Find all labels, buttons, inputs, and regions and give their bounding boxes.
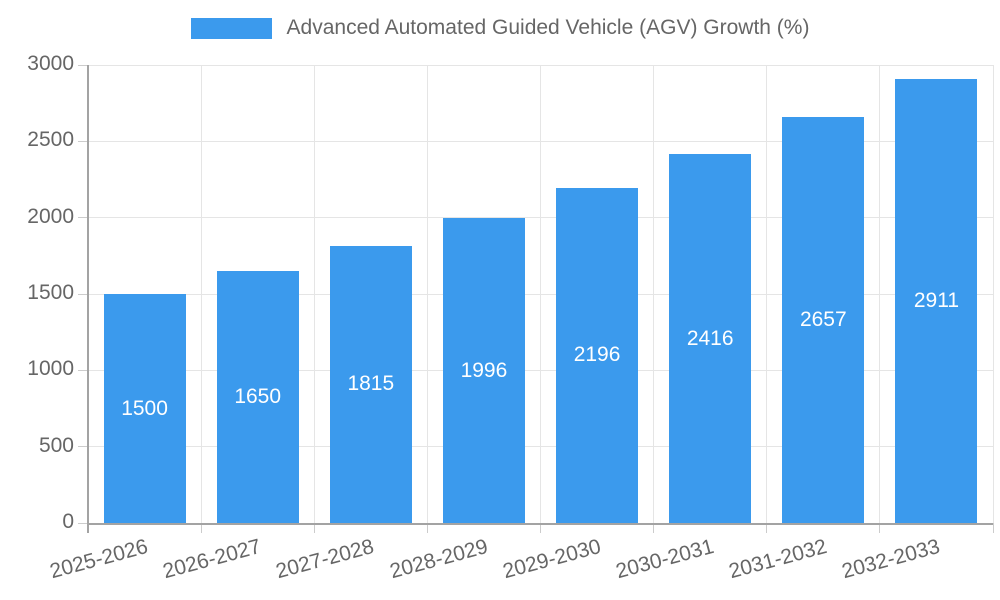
x-tick-label: 2029-2030 <box>500 535 604 584</box>
x-tick-label: 2027-2028 <box>273 535 377 584</box>
x-tick-label: 2031-2032 <box>726 535 830 584</box>
x-tick-label: 2025-2026 <box>47 535 151 584</box>
bar[interactable] <box>669 154 752 523</box>
x-axis-tick <box>540 523 541 533</box>
y-tick-label: 1500 <box>27 281 74 304</box>
y-axis-line <box>87 65 89 533</box>
gridline-vertical <box>992 65 994 523</box>
bar-value-label: 1815 <box>347 372 395 396</box>
chart-legend[interactable]: Advanced Automated Guided Vehicle (AGV) … <box>0 16 1000 40</box>
y-tick-label: 1000 <box>27 357 74 381</box>
gridline-vertical <box>879 65 881 523</box>
x-tick-label: 2032-2033 <box>839 535 943 584</box>
legend-label: Advanced Automated Guided Vehicle (AGV) … <box>286 16 810 39</box>
x-axis-line <box>87 523 993 525</box>
x-tick-label: 2026-2027 <box>160 535 264 584</box>
gridline-vertical <box>766 65 768 523</box>
x-tick-label: 2028-2029 <box>386 535 490 584</box>
gridline-vertical <box>653 65 655 523</box>
bar[interactable] <box>103 294 186 523</box>
bar[interactable] <box>782 117 865 523</box>
bar[interactable] <box>442 218 525 523</box>
y-axis-tick <box>78 293 88 295</box>
bar-value-label: 1650 <box>234 385 282 409</box>
x-axis-tick <box>766 523 768 533</box>
x-axis-tick <box>426 523 428 533</box>
bar-value-label: 2416 <box>686 326 734 350</box>
y-tick-label: 0 <box>62 510 74 533</box>
gridline-vertical <box>200 65 202 523</box>
y-tick-label: 2500 <box>27 128 74 152</box>
gridline-vertical <box>426 65 428 523</box>
x-tick-label: 2030-2031 <box>613 535 717 584</box>
gridline-vertical <box>313 65 315 523</box>
bar-value-label: 1996 <box>460 358 508 382</box>
bar[interactable] <box>216 271 299 523</box>
x-axis-tick <box>313 523 315 533</box>
bar-value-label: 2196 <box>573 343 621 367</box>
y-tick-label: 3000 <box>27 52 74 75</box>
bar[interactable] <box>895 78 978 523</box>
bar[interactable] <box>329 245 412 523</box>
x-axis-tick <box>653 523 655 533</box>
y-axis-tick <box>78 522 88 524</box>
y-tick-label: 500 <box>38 433 74 457</box>
y-axis-tick <box>78 369 88 371</box>
x-axis-tick <box>200 523 202 533</box>
y-axis-tick <box>78 446 88 448</box>
y-tick-label: 2000 <box>27 204 74 228</box>
y-axis-tick <box>78 64 88 66</box>
x-axis-tick <box>992 523 994 533</box>
x-axis-tick <box>879 523 881 533</box>
y-axis-tick <box>78 217 88 219</box>
bar-value-label: 2657 <box>799 308 847 332</box>
bar[interactable] <box>556 187 639 523</box>
y-axis-tick <box>78 140 88 142</box>
legend-swatch <box>190 17 272 39</box>
bar-value-label: 1500 <box>121 396 168 420</box>
gridline-vertical <box>540 65 541 523</box>
bar-value-label: 2911 <box>913 288 960 312</box>
